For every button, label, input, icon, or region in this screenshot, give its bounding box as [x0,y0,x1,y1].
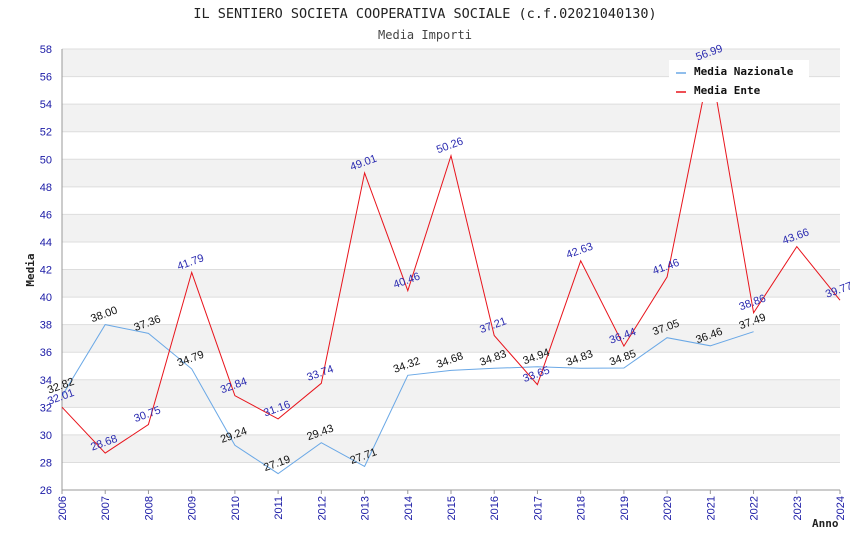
y-tick-labels: 26 28 30 32 34 36 38 40 42 44 46 48 50 52 54 56 58 [40,44,52,497]
grid-band [62,434,840,463]
y-tick-label: 34 [40,375,52,387]
data-label: 34.68 [435,350,465,371]
x-tick-label: 2011 [273,496,285,520]
x-tick-label: 2019 [619,496,631,520]
x-tick-label: 2015 [446,496,458,520]
grid-band [62,104,840,132]
y-tick-label: 40 [40,292,52,304]
grid-band [62,159,840,187]
grid-band [62,269,840,298]
x-tick-label: 2013 [360,496,372,520]
x-tick-label: 2007 [100,496,112,520]
y-tick-label: 50 [40,154,52,166]
series-line-media-nazionale [61,324,754,475]
data-label: 42.63 [565,241,595,262]
legend-label-nazionale: Media Nazionale [694,65,794,78]
x-tick-label: 2023 [792,496,804,520]
y-tick-label: 32 [40,402,52,414]
x-tick-label: 2024 [835,496,847,520]
legend: Media Nazionale Media Ente [669,60,809,102]
x-tick-label: 2018 [576,496,588,520]
x-tick-label: 2009 [187,496,199,520]
y-tick-label: 30 [40,430,52,442]
y-tick-label: 54 [40,99,52,111]
y-tick-label: 46 [40,209,52,221]
data-label: 34.32 [392,355,422,376]
x-tick-label: 2008 [143,496,155,520]
x-axis-label: Anno [812,517,839,530]
y-tick-label: 36 [40,347,52,359]
y-tick-label: 58 [40,44,52,56]
grid-lines [62,48,840,491]
x-tick-label: 2012 [316,496,328,520]
x-tick-label: 2006 [57,496,69,520]
y-tick-label: 44 [40,237,52,249]
y-tick-label: 48 [40,182,52,194]
grid-band [62,379,840,408]
x-tick-label: 2022 [749,496,761,520]
y-tick-label: 28 [40,457,52,469]
grid-band [62,214,840,242]
x-tick-label: 2014 [403,496,415,520]
chart-subtitle: Media Importi [378,28,472,42]
x-tick-labels: 2006 2007 2008 2009 2010 2011 2012 2013 2014 2015… [57,490,847,520]
x-tick-label: 2021 [705,496,717,520]
legend-label-ente: Media Ente [694,84,761,97]
data-label: 50.26 [435,136,465,157]
x-tick-label: 2017 [532,496,544,520]
y-tick-label: 26 [40,485,52,497]
y-tick-label: 56 [40,72,52,84]
y-tick-label: 42 [40,265,52,277]
grid-bands [62,49,840,463]
y-axis-label: Media [24,253,37,286]
legend-box [669,60,809,102]
x-tick-label: 2010 [230,496,242,520]
y-tick-label: 52 [40,127,52,139]
x-tick-label: 2016 [489,496,501,520]
data-label: 38.00 [89,304,119,325]
grid-band [62,324,840,353]
y-tick-label: 38 [40,320,52,332]
chart-title: IL SENTIERO SOCIETA COOPERATIVA SOCIALE … [193,6,656,22]
x-tick-label: 2020 [662,496,674,520]
